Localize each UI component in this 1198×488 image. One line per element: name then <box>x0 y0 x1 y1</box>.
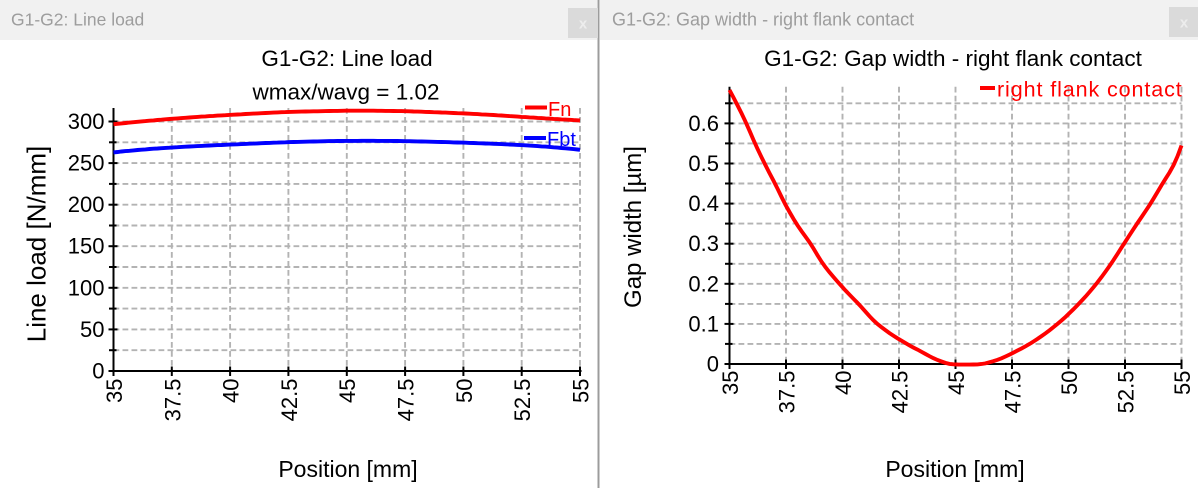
svg-text:0.6: 0.6 <box>688 111 719 136</box>
svg-text:Fn: Fn <box>548 99 571 121</box>
svg-text:42.5: 42.5 <box>888 371 913 414</box>
svg-text:40: 40 <box>831 371 856 395</box>
svg-text:47.5: 47.5 <box>1001 371 1026 414</box>
svg-text:55: 55 <box>1170 371 1195 395</box>
svg-text:52.5: 52.5 <box>1114 371 1139 414</box>
svg-text:Line load [N/mm]: Line load [N/mm] <box>22 146 52 343</box>
svg-text:0.3: 0.3 <box>688 231 719 256</box>
svg-text:200: 200 <box>68 192 105 217</box>
svg-text:0.1: 0.1 <box>688 311 719 336</box>
svg-text:35: 35 <box>718 371 743 395</box>
svg-text:45: 45 <box>335 379 360 403</box>
svg-text:Position [mm]: Position [mm] <box>885 456 1024 482</box>
svg-text:250: 250 <box>68 151 105 176</box>
svg-text:Fbt: Fbt <box>547 129 576 151</box>
svg-text:wmax/wavg = 1.02: wmax/wavg = 1.02 <box>252 80 440 105</box>
svg-text:Position [mm]: Position [mm] <box>278 456 417 482</box>
svg-text:0.2: 0.2 <box>688 271 719 296</box>
svg-text:50: 50 <box>1057 371 1082 395</box>
svg-text:300: 300 <box>68 109 105 134</box>
svg-text:50: 50 <box>452 379 477 403</box>
svg-text:55: 55 <box>569 379 594 403</box>
svg-text:42.5: 42.5 <box>277 379 302 422</box>
svg-text:100: 100 <box>68 275 105 300</box>
svg-text:0: 0 <box>707 352 719 377</box>
svg-text:47.5: 47.5 <box>394 379 419 422</box>
svg-text:x: x <box>579 16 588 33</box>
svg-text:G1-G2: Gap width - right flank: G1-G2: Gap width - right flank contact <box>612 10 914 30</box>
svg-text:37.5: 37.5 <box>160 379 185 422</box>
svg-text:G1-G2: Line load: G1-G2: Line load <box>261 46 432 71</box>
svg-text:G1-G2: Line load: G1-G2: Line load <box>11 10 144 30</box>
svg-text:0: 0 <box>92 359 104 384</box>
svg-text:0.5: 0.5 <box>688 151 719 176</box>
svg-text:0.4: 0.4 <box>688 191 719 216</box>
svg-text:Gap width [µm]: Gap width [µm] <box>620 146 647 308</box>
svg-text:35: 35 <box>102 379 127 403</box>
svg-text:37.5: 37.5 <box>775 371 800 414</box>
svg-text:40: 40 <box>219 379 244 403</box>
svg-text:45: 45 <box>944 371 969 395</box>
svg-text:150: 150 <box>68 234 105 259</box>
svg-text:50: 50 <box>80 317 104 342</box>
svg-text:right flank contact: right flank contact <box>997 78 1183 102</box>
svg-text:52.5: 52.5 <box>510 379 535 422</box>
svg-text:G1-G2: Gap width - right flank: G1-G2: Gap width - right flank contact <box>764 46 1142 71</box>
svg-text:x: x <box>1180 15 1189 32</box>
